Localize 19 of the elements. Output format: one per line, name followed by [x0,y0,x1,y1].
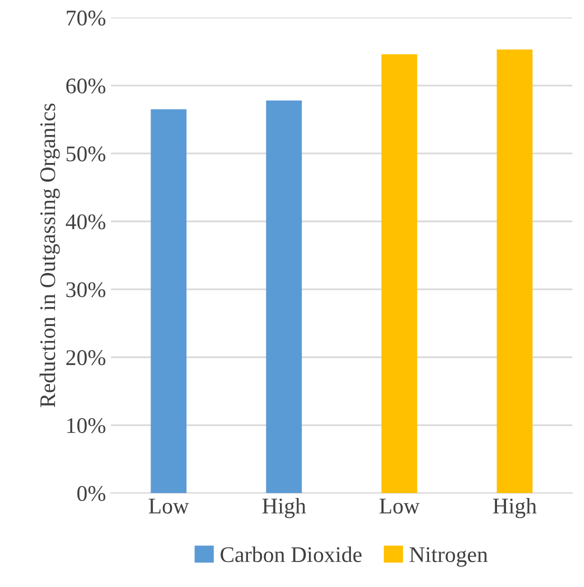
bar [496,50,533,494]
bar [381,54,418,494]
legend-label: Nitrogen [410,547,488,567]
y-axis-title: Reduction in Outgassing Organics [40,104,60,408]
legend-label: Carbon Dioxide [220,546,362,562]
y-tick-label: 30% [66,282,106,298]
y-tick-label: 20% [66,350,106,366]
y-tick-label: 10% [67,418,106,434]
bar [266,100,302,494]
x-tick-label: Low [148,498,189,514]
y-tick-label: 50% [66,146,106,162]
y-tick-label: 70% [66,10,106,26]
y-tick-label: 60% [66,78,106,94]
x-tick-label: High [493,498,537,518]
y-tick-label: 40% [66,214,106,230]
x-tick-label: High [262,498,306,518]
y-tick-label: 0% [77,486,106,502]
bar [150,109,187,494]
x-tick-label: Low [380,498,420,514]
